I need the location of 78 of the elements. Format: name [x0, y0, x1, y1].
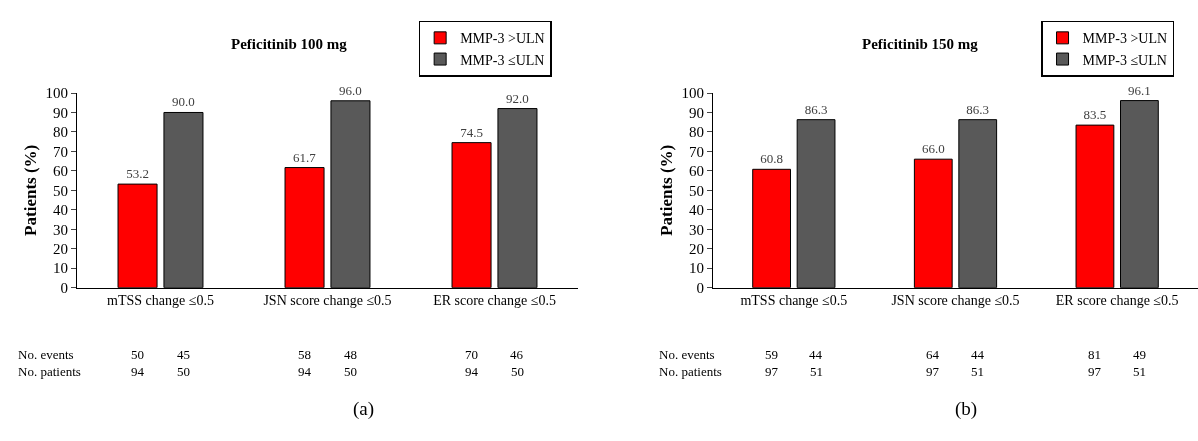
text: 94: [298, 364, 312, 379]
data-label: 96.0: [339, 82, 362, 98]
y-tick-label: 40: [689, 202, 704, 219]
text: 70: [465, 347, 478, 362]
text: 64: [926, 347, 940, 362]
y-tick-label: 70: [53, 143, 68, 160]
text: 97: [765, 364, 779, 379]
x-tick-label: ER score change ≤0.5: [433, 293, 556, 309]
y-tick-label: 100: [681, 85, 704, 102]
y-tick-label: 10: [689, 260, 704, 277]
y-tick-label: 10: [53, 260, 68, 277]
text: No. patients: [18, 364, 81, 379]
y-tick-label: 50: [53, 182, 68, 199]
data-label: 60.8: [760, 151, 783, 167]
chart-title: Peficitinib 100 mg: [231, 36, 348, 52]
text: 48: [344, 347, 357, 362]
y-tick-label: 90: [53, 104, 68, 121]
y-tick-label: 70: [689, 143, 704, 160]
y-tick-label: 90: [689, 104, 704, 121]
y-tick-label: 50: [689, 182, 704, 199]
text: 58: [298, 347, 311, 362]
x-tick-label: ER score change ≤0.5: [1055, 293, 1179, 309]
y-axis-title: Patients (%): [21, 144, 41, 236]
text: 51: [971, 364, 984, 379]
text: (a): [353, 398, 375, 420]
text: 45: [177, 347, 190, 362]
y-tick-label: 80: [53, 124, 68, 141]
chart-title: Peficitinib 150 mg: [862, 36, 979, 52]
y-tick-label: 60: [53, 163, 68, 180]
legend-label: MMP-3 >ULN: [1082, 31, 1168, 47]
y-tick-label: 30: [689, 221, 704, 238]
text: 49: [1133, 347, 1146, 362]
data-label: 53.2: [126, 166, 149, 182]
y-tick-label: 80: [689, 124, 704, 141]
data-label: 61.7: [292, 149, 317, 165]
y-tick-label: 0: [60, 279, 68, 296]
data-label: 74.5: [460, 124, 483, 140]
text: 51: [810, 364, 823, 379]
x-tick-label: JSN score change ≤0.5: [891, 293, 1020, 309]
text: 81: [1088, 347, 1101, 362]
data-label: 96.1: [1128, 82, 1151, 98]
text: No. events: [18, 347, 74, 362]
text: No. events: [659, 347, 715, 362]
text: 50: [344, 364, 357, 379]
y-tick-label: 30: [53, 221, 68, 238]
y-tick-label: 40: [53, 202, 68, 219]
y-tick-label: 20: [689, 240, 704, 257]
text: 59: [765, 347, 778, 362]
y-axis-title: Patients (%): [657, 144, 677, 236]
y-tick-label: 100: [45, 85, 68, 102]
x-tick-label: mTSS change ≤0.5: [107, 293, 214, 309]
text: 94: [131, 364, 145, 379]
data-label: 66.0: [921, 141, 945, 157]
text: 51: [1133, 364, 1146, 379]
text: 50: [511, 364, 524, 379]
legend-label: MMP-3 ≤ULN: [1082, 52, 1167, 68]
text: 50: [131, 347, 144, 362]
data-label: 92.0: [506, 90, 529, 106]
text: 44: [809, 347, 823, 362]
y-tick-label: 0: [696, 279, 704, 296]
text: 46: [510, 347, 524, 362]
legend-label: MMP-3 >ULN: [460, 31, 545, 47]
text: 97: [1088, 364, 1102, 379]
text: 97: [926, 364, 940, 379]
data-label: 83.5: [1083, 107, 1107, 123]
legend-label: MMP-3 ≤ULN: [460, 52, 545, 68]
text: (b): [955, 398, 978, 420]
text: 94: [465, 364, 479, 379]
x-tick-label: JSN score change ≤0.5: [263, 293, 392, 309]
x-tick-label: mTSS change ≤0.5: [740, 293, 848, 309]
data-label: 86.3: [966, 101, 990, 117]
y-tick-label: 20: [53, 240, 68, 257]
text: 50: [177, 364, 190, 379]
text: 44: [971, 347, 985, 362]
data-label: 86.3: [804, 101, 828, 117]
y-tick-label: 60: [689, 163, 704, 180]
data-label: 90.0: [172, 94, 195, 110]
text: No. patients: [659, 364, 722, 379]
